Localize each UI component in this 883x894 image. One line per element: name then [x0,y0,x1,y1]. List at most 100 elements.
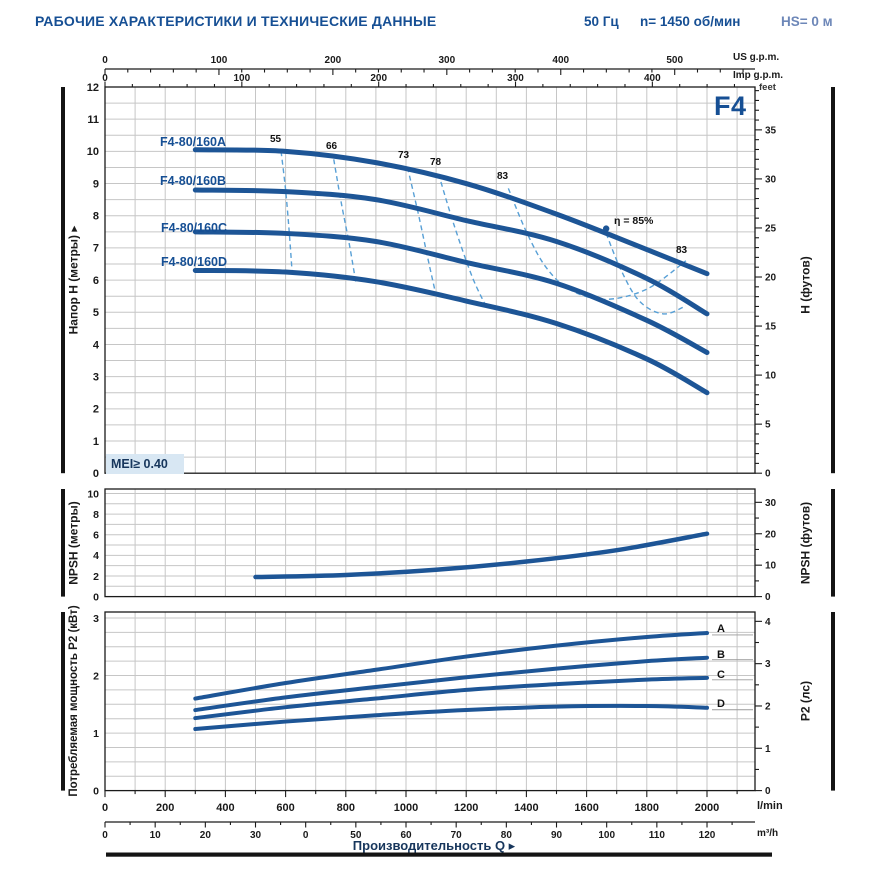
tick-label: 1000 [394,802,418,814]
us-gpm-unit-label: US g.p.m. [733,52,780,63]
curve-F4-80/160C [192,229,710,356]
curve-F4-80/160D [192,267,710,396]
tick-label: 1 [765,744,771,755]
tick-label: 7 [93,243,99,255]
axis-bar-right [831,87,835,474]
bottom-rule [106,852,772,857]
tick-label: 1 [93,436,99,448]
tick-label: 0 [102,55,108,66]
imp-gpm-unit-label: Imp g.p.m. [733,70,783,81]
tick-label: 500 [666,55,683,66]
curve-label-F4-80-160B: F4-80/160B [160,174,227,188]
tick-label: 120 [699,830,716,841]
tick-label: 400 [644,73,661,84]
tick-label: 10 [150,830,162,841]
axis-title-head-ft: H (футов) [798,256,813,314]
curve-NPSH [253,531,710,580]
efficiency-label-73: 73 [398,150,410,161]
tick-label: 10 [87,146,99,158]
tick-label: 25 [765,223,777,234]
axis-bar-right [831,489,835,597]
tick-label: 3 [93,613,99,625]
tick-label: 2000 [695,802,719,814]
tick-label: 4 [93,550,99,562]
plot-frame [104,86,756,474]
curve-P2-D [193,703,709,732]
tick-label: 0 [102,802,108,814]
chart-power-flow: 0 1 2 3 0 1 2 3 4 [93,611,771,797]
tick-label: 50 [350,830,362,841]
axis-title-head-m: Напор H (метры) ▸ [66,225,81,335]
tick-label: 100 [233,73,250,84]
tick-label: 80 [501,830,513,841]
power-curve-label-C: C [717,669,725,681]
power-curve-label-D: D [717,698,725,710]
model-badge: F4 [714,91,747,121]
curve-P2-C [193,675,709,721]
axis-bar-left [61,612,65,791]
power-curve-label-A: A [717,623,725,635]
tick-label: 10 [765,371,777,382]
tick-label: 300 [507,73,524,84]
tick-label: 0 [765,786,771,797]
tick-label: 6 [93,275,99,287]
tick-label: 1800 [635,802,659,814]
efficiency-label-66: 66 [326,141,338,152]
tick-label: 110 [649,830,666,841]
tick-label: 100 [598,830,615,841]
efficiency-label-83-right: 83 [676,245,688,256]
bep-efficiency-label: η = 85% [614,215,654,227]
tick-label: 5 [765,420,771,431]
axis-title-power-kw: Потребляемая мощность P2 (кВт) [67,605,80,797]
axis-title-power-hp: P2 (лс) [798,680,813,722]
tick-label: 400 [552,55,569,66]
tick-label: 30 [250,830,262,841]
tick-label: 2 [93,571,99,583]
tick-label: 3 [765,659,771,670]
efficiency-label-55: 55 [270,134,282,145]
tick-label: 2 [93,404,99,416]
efficiency-contour-66 [333,159,357,282]
tick-label: 1600 [574,802,598,814]
axis-title-npsh-m: NPSH (метры) [66,501,81,585]
feet-caption: feet [759,82,776,93]
m3h-unit-label: m³/h [757,828,779,839]
tick-label: 10 [87,488,99,500]
tick-label: 2 [765,701,771,712]
axis-bar-left [61,87,65,474]
efficiency-contour-85 [605,233,687,315]
tick-label: 0 [93,785,99,797]
axis-bar-right [831,612,835,791]
tick-label: 1 [93,728,99,740]
spec-suction-head: HS= 0 м [781,14,833,29]
page-title: РАБОЧИЕ ХАРАКТЕРИСТИКИ И ТЕХНИЧЕСКИЕ ДАН… [35,13,437,29]
tick-label: 4 [765,617,771,628]
tick-label: 70 [451,830,463,841]
curve-label-F4-80-160D: F4-80/160D [161,255,228,269]
lmin-unit-label: l/min [757,800,783,812]
tick-label: 0 [102,73,108,84]
tick-label: 3 [93,371,99,383]
chart-npsh-flow: 0 2 4 6 8 10 0 10 20 30 [87,488,776,603]
plot-frame [104,611,756,792]
tick-label: 300 [438,55,455,66]
top-scales: 0 100 200 300 400 500 0 100 200 300 400 [102,55,755,87]
tick-label: 30 [765,498,777,509]
tick-label: 0 [93,468,99,480]
axis-bar-left [61,489,65,597]
tick-label: 5 [93,307,99,319]
tick-label: 20 [200,830,212,841]
tick-label: 20 [765,529,777,540]
bep-marker [602,225,610,232]
curve-F4-80/160A [192,147,710,277]
curve-P2-B [193,655,709,713]
tick-label: 90 [551,830,563,841]
tick-label: 35 [765,125,777,136]
tick-label: 1400 [514,802,538,814]
tick-label: 10 [765,561,777,572]
efficiency-label-78: 78 [430,157,442,168]
tick-label: 8 [93,509,99,521]
